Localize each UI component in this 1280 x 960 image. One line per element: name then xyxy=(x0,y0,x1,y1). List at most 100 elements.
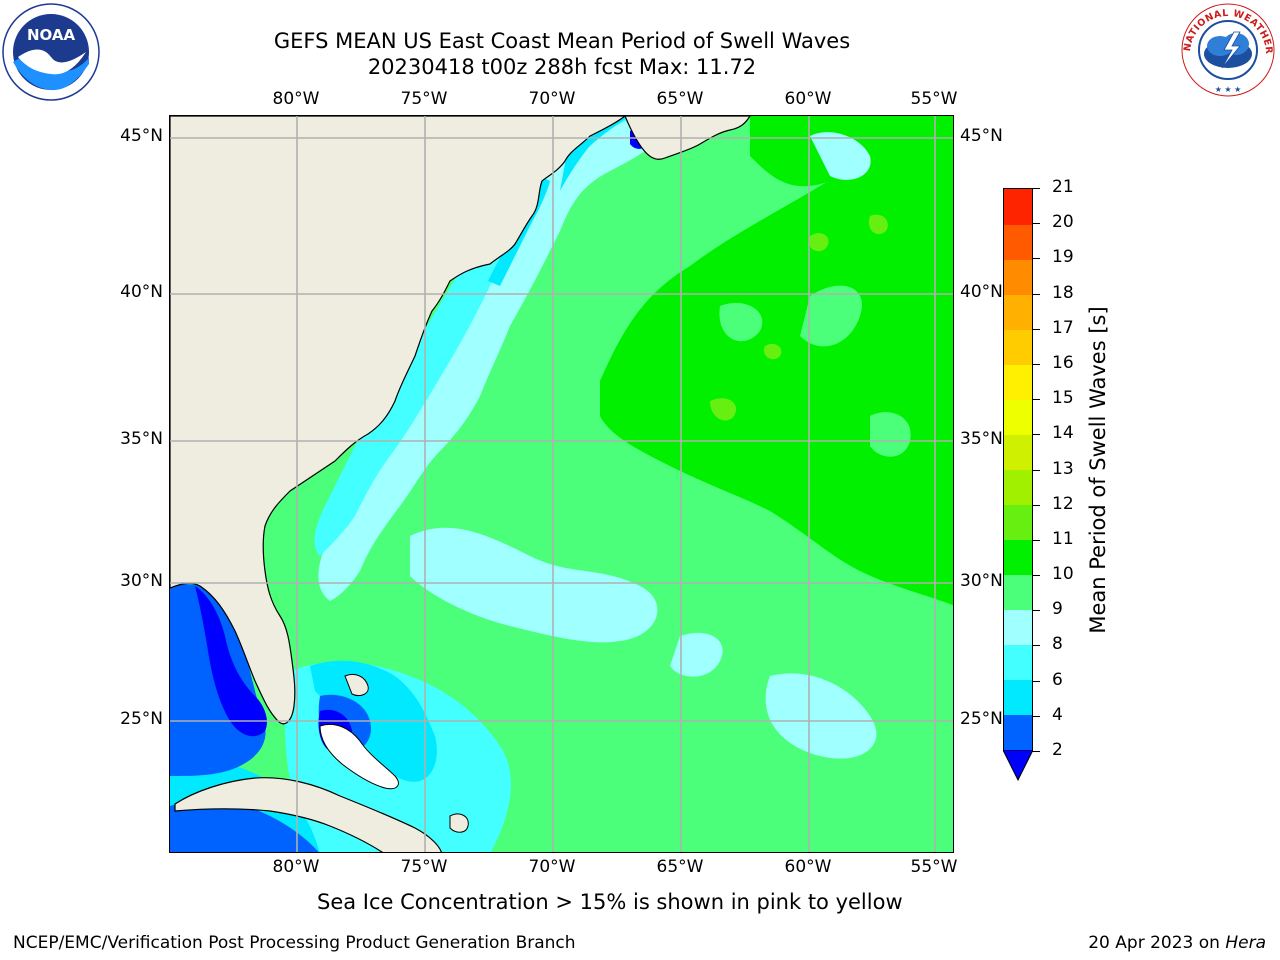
stars-icon: ★ ★ ★ xyxy=(1215,85,1242,94)
band-9-10-patch xyxy=(800,285,862,347)
colorbar-segment xyxy=(1004,609,1032,646)
band-6-8-region xyxy=(314,116,640,556)
colorbar-tick-label: 20 xyxy=(1052,212,1074,233)
colorbar-segment xyxy=(1004,259,1032,295)
colorbar-tick xyxy=(1032,293,1040,295)
colorbar-tick-label: 10 xyxy=(1052,564,1074,585)
colorbar-segment xyxy=(1004,644,1032,681)
band-8-9-region xyxy=(810,132,871,180)
colorbar-tick xyxy=(1032,258,1040,260)
land-north-america xyxy=(170,116,626,725)
colorbar-segment xyxy=(1004,574,1032,611)
band-11-12-patch xyxy=(763,343,782,360)
colorbar-segment xyxy=(1004,399,1032,435)
footer-credit: NCEP/EMC/Verification Post Processing Pr… xyxy=(13,933,576,953)
colorbar xyxy=(1003,188,1033,751)
noaa-logo: NOAA xyxy=(0,2,102,102)
footer-date-text: 20 Apr 2023 on xyxy=(1088,933,1226,953)
footer-date: 20 Apr 2023 on Hera xyxy=(1088,933,1266,953)
lat-label-left: 25°N xyxy=(120,709,163,729)
land-bahamas xyxy=(319,723,399,790)
colorbar-segment xyxy=(1004,364,1032,400)
band-9-10-patch xyxy=(719,302,763,342)
band-2-4-region xyxy=(170,800,319,852)
lat-label-right: 40°N xyxy=(960,282,1003,302)
noaa-logo-text: NOAA xyxy=(27,26,76,44)
band-8-9-region xyxy=(670,632,723,677)
lon-label-bottom: 70°W xyxy=(528,857,576,877)
colorbar-tick-label: 16 xyxy=(1052,352,1074,373)
colorbar-tick xyxy=(1032,504,1040,506)
colorbar-segment xyxy=(1004,329,1032,365)
colorbar-tick xyxy=(1032,363,1040,365)
band-8-9-region xyxy=(318,116,690,601)
sea-ice-note: Sea Ice Concentration > 15% is shown in … xyxy=(317,890,903,914)
lon-label-top: 80°W xyxy=(272,89,320,109)
swell-period-map xyxy=(170,116,953,852)
colorbar-label: Mean Period of Swell Waves [s] xyxy=(1086,306,1110,634)
colorbar-segment xyxy=(1004,294,1032,330)
colorbar-tick-label: 21 xyxy=(1052,177,1074,197)
colorbar-tick-label: 18 xyxy=(1052,282,1074,303)
colorbar-segment xyxy=(1004,224,1032,260)
colorbar-tick xyxy=(1032,469,1040,471)
colorbar-segment xyxy=(1004,504,1032,541)
colorbar-segment xyxy=(1004,714,1032,751)
lon-label-top: 65°W xyxy=(656,89,704,109)
lat-label-left: 30°N xyxy=(120,571,163,591)
lon-label-top: 60°W xyxy=(784,89,832,109)
colorbar-tick-label: 11 xyxy=(1052,528,1074,549)
colorbar-tick-label: 12 xyxy=(1052,493,1074,514)
colorbar-tick-label: 2 xyxy=(1052,740,1063,760)
colorbar-tick xyxy=(1032,188,1040,189)
band-11-12-patch xyxy=(868,214,888,235)
colorbar-tick xyxy=(1032,610,1040,612)
colorbar-tick-label: 6 xyxy=(1052,669,1063,690)
lon-label-bottom: 75°W xyxy=(400,857,448,877)
colorbar-tick-label: 19 xyxy=(1052,247,1074,268)
map-title: GEFS MEAN US East Coast Mean Period of S… xyxy=(273,29,851,53)
lon-label-bottom: 80°W xyxy=(272,857,320,877)
band-8-9-region xyxy=(410,527,658,643)
lon-label-bottom: 65°W xyxy=(656,857,704,877)
land-island xyxy=(344,673,369,697)
band-11-12-patch xyxy=(808,233,829,252)
lat-label-left: 35°N xyxy=(120,429,163,449)
lon-label-top: 55°W xyxy=(910,89,958,109)
lon-label-bottom: 60°W xyxy=(784,857,832,877)
band-11-12-patch xyxy=(710,398,736,421)
band-9-10-patch xyxy=(870,412,911,457)
colorbar-tick xyxy=(1032,223,1040,225)
colorbar-tick-label: 4 xyxy=(1052,704,1063,725)
colorbar-segment xyxy=(1004,189,1032,225)
colorbar-tick xyxy=(1032,539,1040,541)
colorbar-tick-label: 8 xyxy=(1052,634,1063,655)
colorbar-tick xyxy=(1032,328,1040,330)
colorbar-tick xyxy=(1032,575,1040,577)
colorbar-tick-label: 17 xyxy=(1052,317,1074,338)
colorbar-segment xyxy=(1004,679,1032,716)
nws-logo: NATIONAL WEATHER SERVICE ★ ★ ★ xyxy=(1174,0,1278,98)
lon-label-top: 75°W xyxy=(400,89,448,109)
colorbar-tick-label: 14 xyxy=(1052,423,1074,444)
band-8-9-region xyxy=(765,673,877,759)
colorbar-tick xyxy=(1032,715,1040,717)
lat-label-right: 30°N xyxy=(960,571,1003,591)
lat-label-right: 45°N xyxy=(960,126,1003,146)
land-cuba xyxy=(174,777,442,852)
map-plot-area[interactable] xyxy=(169,115,954,853)
lat-label-left: 40°N xyxy=(120,282,163,302)
colorbar-segment xyxy=(1004,539,1032,576)
lat-label-left: 45°N xyxy=(120,126,163,146)
colorbar-tick xyxy=(1032,399,1040,401)
map-subtitle: 20230418 t00z 288h fcst Max: 11.72 xyxy=(367,55,757,79)
colorbar-segment xyxy=(1004,469,1032,506)
colorbar-tick-label: 13 xyxy=(1052,458,1074,479)
colorbar-under-arrow xyxy=(1003,750,1033,782)
lon-label-bottom: 55°W xyxy=(910,857,958,877)
colorbar-tick-label: 9 xyxy=(1052,599,1063,620)
footer-host: Hera xyxy=(1225,933,1266,953)
colorbar-tick xyxy=(1032,680,1040,682)
colorbar-tick xyxy=(1032,434,1040,436)
lon-label-top: 70°W xyxy=(528,89,576,109)
